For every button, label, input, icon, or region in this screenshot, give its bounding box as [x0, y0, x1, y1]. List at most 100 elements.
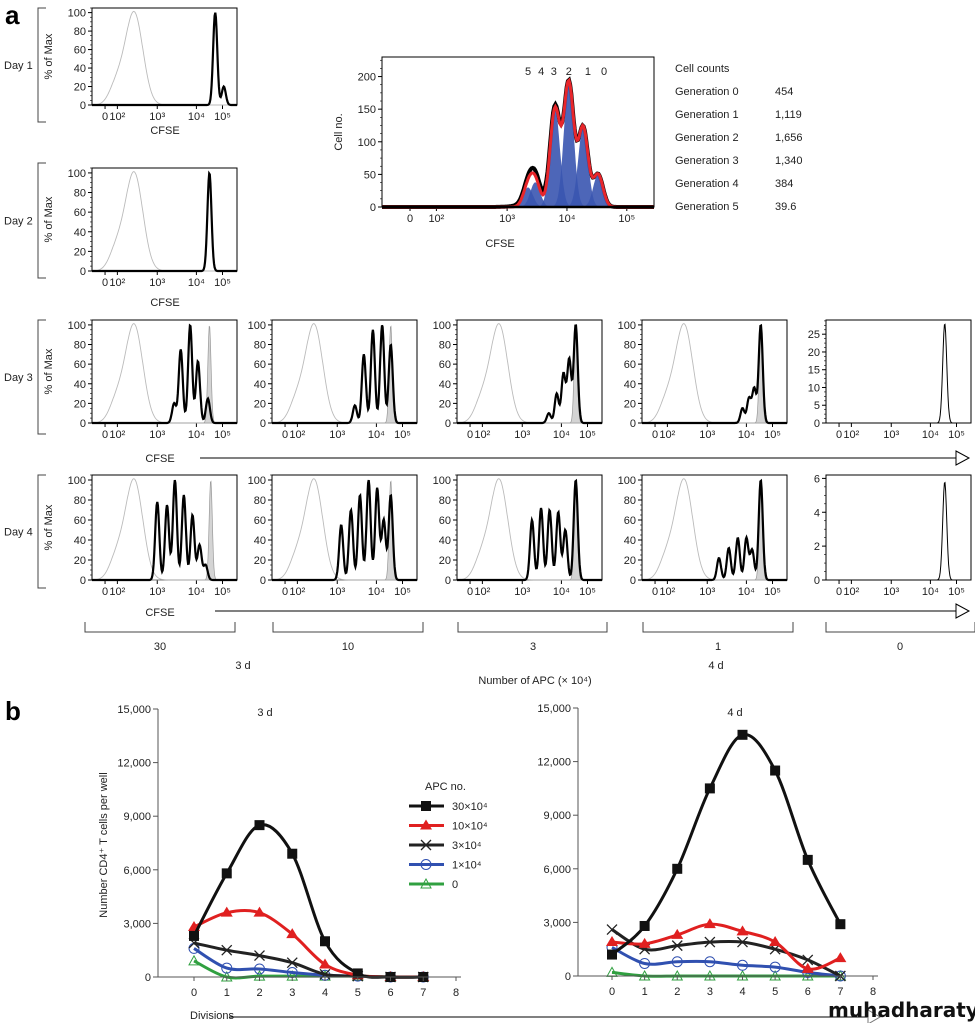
y-tick-label: 6	[814, 473, 820, 485]
cfse-histogram-curve	[457, 324, 602, 425]
x-tick-label: 0	[609, 986, 615, 998]
y-tick-label: 12,000	[117, 758, 151, 770]
y-tick-label: 0	[80, 266, 86, 278]
y-tick-label: 0	[814, 418, 820, 430]
x-tick-label: 10²	[109, 586, 125, 598]
x-tick-label: 10²	[659, 429, 675, 441]
x-tick-label: 10⁵	[214, 277, 231, 289]
x-tick-label: 10⁴	[558, 213, 575, 225]
x-tick-label: 10⁵	[394, 586, 411, 598]
generation-label: 3	[551, 66, 557, 78]
apc-group-bracket	[457, 622, 608, 633]
y-tick-label: 40	[439, 379, 451, 391]
y-tick-label: 0	[370, 202, 376, 214]
histogram-day3_apc30-frame	[91, 319, 238, 424]
marker-x	[319, 968, 331, 980]
marker-open-circle	[671, 956, 683, 968]
row-label: Day 1	[4, 60, 33, 72]
y-tick-label: 40	[439, 535, 451, 547]
x-tick-label: 0	[652, 429, 658, 441]
x-tick-label: 10³	[149, 111, 165, 123]
y-tick-label: 20	[254, 398, 266, 410]
y-tick-label: 20	[74, 246, 86, 258]
cfse-histogram-curve	[642, 323, 787, 425]
x-tick-label: 10⁴	[368, 429, 385, 441]
marker-x	[671, 940, 683, 952]
y-tick-label: 12,000	[537, 757, 571, 769]
y-tick-label: 20	[74, 555, 86, 567]
x-tick-label: 10³	[499, 213, 515, 225]
y-tick-label: 60	[439, 359, 451, 371]
marker-x	[286, 957, 298, 969]
y-tick-label: 50	[364, 169, 376, 181]
cfse-label-day3: CFSE	[145, 453, 174, 465]
x-tick-label: 10⁴	[188, 586, 205, 598]
y-tick-label: 60	[624, 359, 636, 371]
y-tick-label: 20	[624, 398, 636, 410]
marker-square	[287, 848, 298, 859]
y-tick-label: 20	[439, 555, 451, 567]
generation-label: 0	[601, 66, 607, 78]
y-tick-label: 100	[618, 475, 636, 487]
marker-square	[770, 765, 781, 776]
x-tick-label: 10⁵	[394, 429, 411, 441]
x-tick-label: 10²	[109, 429, 125, 441]
y-tick-label: 0	[80, 100, 86, 112]
y-tick-label: 80	[254, 340, 266, 352]
y-tick-label: 100	[68, 320, 86, 332]
generation-name: Generation 0	[675, 86, 739, 98]
marker-x	[802, 954, 814, 966]
x-tick-label: 10³	[329, 586, 345, 598]
generation-label: 1	[585, 66, 591, 78]
y-tick-label: 60	[624, 515, 636, 527]
x-tick-label: 10²	[109, 111, 125, 123]
y-tick-label: 20	[439, 398, 451, 410]
marker-square	[835, 919, 846, 930]
x-tick-label: 0	[467, 429, 473, 441]
marker-open-circle	[221, 962, 233, 974]
y-tick-label: 40	[74, 379, 86, 391]
row-bracket	[37, 319, 46, 435]
marker-triangle	[253, 906, 266, 917]
chart-title: 4 d	[727, 707, 742, 719]
marker-triangle	[801, 962, 814, 973]
marker-triangle	[319, 958, 331, 969]
legend-label: 0	[452, 879, 458, 891]
x-tick-label: 10⁵	[579, 429, 596, 441]
x-tick-label: 10⁵	[948, 429, 965, 441]
cfse-histogram-curve	[642, 478, 787, 582]
y-tick-label: 3,000	[123, 918, 151, 930]
generation-name: Generation 2	[675, 132, 739, 144]
x-tick-label: 5	[772, 986, 778, 998]
chart-title: 3 d	[257, 707, 272, 719]
x-tick-label: 10²	[474, 429, 490, 441]
x-tick-label: 10²	[289, 586, 305, 598]
x-tick-label: 10⁴	[188, 429, 205, 441]
x-tick-label: 0	[191, 987, 197, 999]
apc-group-bracket	[825, 622, 975, 633]
y-axis-label: % of Max	[43, 196, 55, 242]
y-tick-label: 60	[74, 359, 86, 371]
x-tick-label: 1	[642, 986, 648, 998]
x-tick-label: 10³	[514, 429, 530, 441]
line-chart-b_4d	[606, 729, 847, 982]
marker-triangle	[736, 925, 749, 936]
x-tick-label: 4	[322, 987, 328, 999]
generation-count: 1,119	[775, 109, 802, 121]
cfse-histogram-curve	[92, 170, 237, 273]
x-tick-label: 10⁵	[618, 213, 635, 225]
y-tick-label: 20	[74, 398, 86, 410]
y-tick-label: 0	[260, 575, 266, 587]
x-tick-label: 10⁵	[764, 429, 781, 441]
x-tick-label: 2	[674, 986, 680, 998]
x-axis-label: CFSE	[485, 238, 514, 250]
y-tick-label: 100	[248, 475, 266, 487]
y-tick-label: 0	[814, 575, 820, 587]
y-tick-label: 60	[74, 45, 86, 57]
y-tick-label: 80	[439, 495, 451, 507]
marker-x	[606, 924, 618, 936]
x-tick-label: 8	[870, 986, 876, 998]
y-tick-label: 20	[254, 555, 266, 567]
marker-open-circle	[704, 956, 716, 968]
cfse-histogram-curve	[272, 479, 417, 582]
